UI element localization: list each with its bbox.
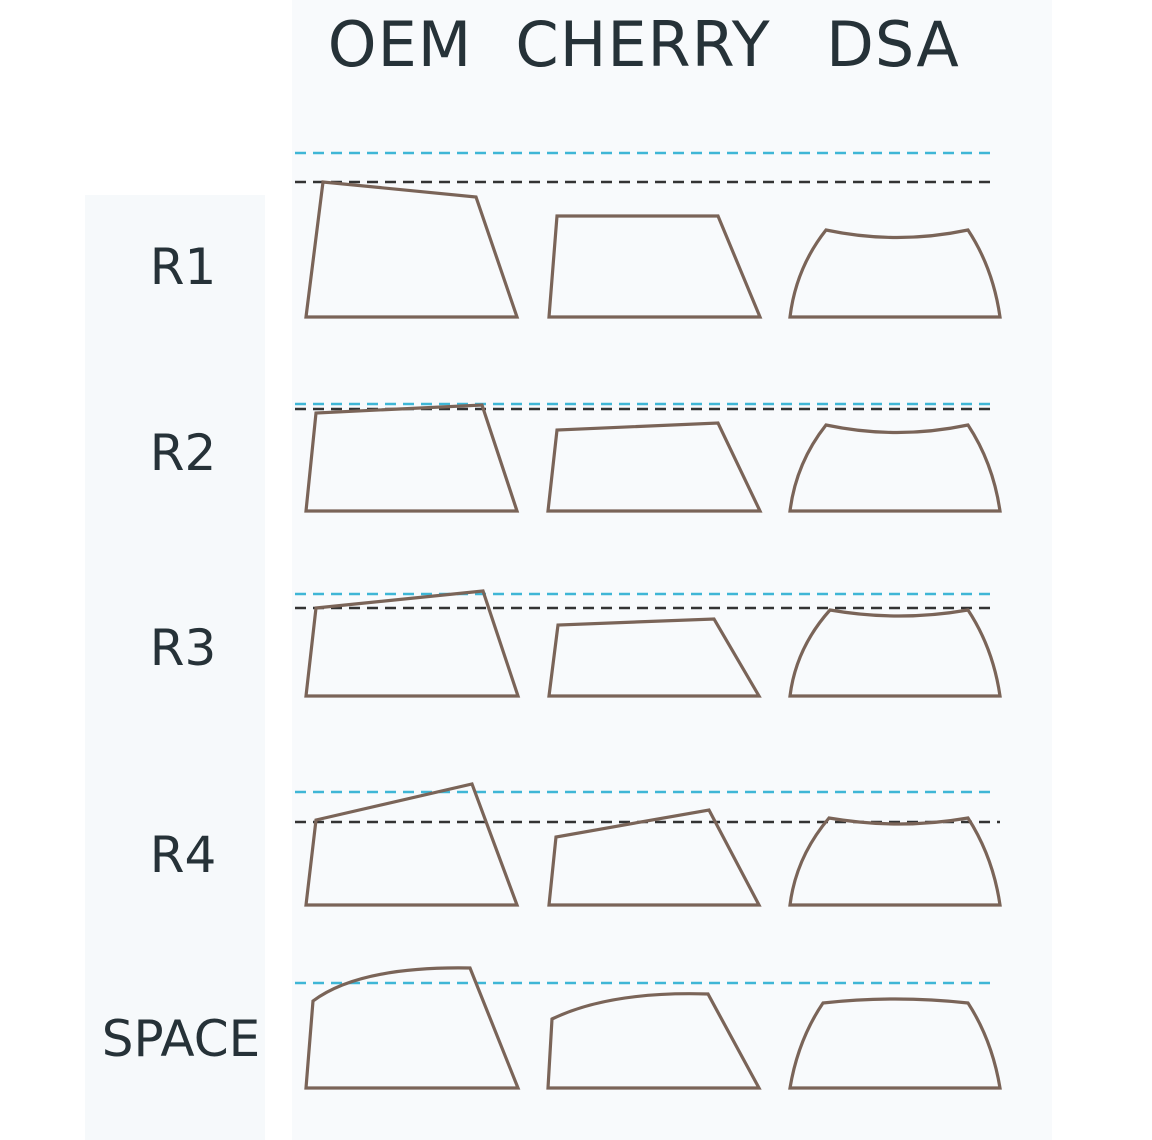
keycap-cherry-r1 bbox=[547, 214, 763, 319]
column-heading-cherry: CHERRY bbox=[515, 8, 770, 81]
row-r2 bbox=[295, 402, 1002, 513]
row-r4 bbox=[295, 782, 1002, 907]
column-heading-oem: OEM bbox=[328, 8, 472, 81]
keycap-cherry-r4 bbox=[547, 808, 762, 907]
keycap-dsa-r4 bbox=[788, 816, 1002, 907]
keycap-oem-r4 bbox=[304, 782, 520, 907]
keycap-oem-space bbox=[304, 966, 521, 1090]
column-heading-dsa: DSA bbox=[826, 8, 960, 81]
label-panel bbox=[85, 195, 265, 1140]
row-label-r3: R3 bbox=[150, 619, 217, 677]
row-r1 bbox=[295, 151, 1002, 319]
row-label-space: SPACE bbox=[102, 1010, 261, 1068]
row-label-r4: R4 bbox=[150, 826, 217, 884]
keycap-oem-r3 bbox=[304, 589, 521, 698]
keycap-oem-r2 bbox=[304, 403, 520, 513]
keycap-dsa-r1 bbox=[788, 228, 1002, 319]
keycap-cherry-r3 bbox=[547, 617, 762, 698]
keycap-cherry-space bbox=[546, 992, 762, 1090]
keycap-oem-r1 bbox=[304, 180, 520, 319]
keycap-dsa-r3 bbox=[788, 608, 1002, 698]
row-r3 bbox=[295, 589, 1002, 698]
row-space bbox=[295, 966, 1002, 1090]
keycap-dsa-space bbox=[788, 997, 1002, 1090]
keycap-dsa-r2 bbox=[788, 423, 1002, 513]
row-label-r1: R1 bbox=[150, 238, 217, 296]
keycap-cherry-r2 bbox=[546, 421, 763, 513]
row-label-r2: R2 bbox=[150, 424, 217, 482]
